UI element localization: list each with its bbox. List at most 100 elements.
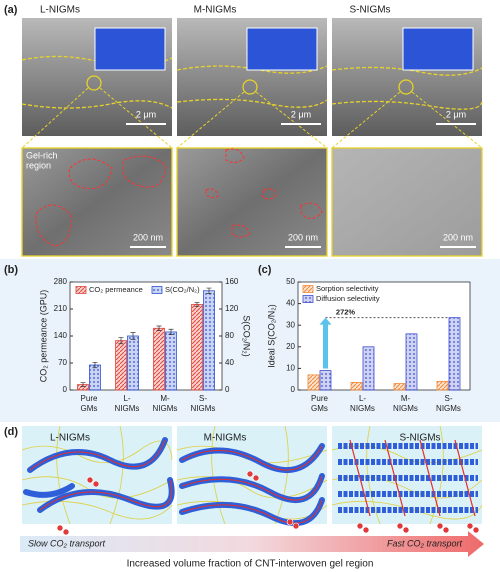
region-label: region [26,160,51,170]
error-bar [206,287,212,294]
y-tick-label: 50 [286,277,295,286]
bar [362,346,375,391]
legend-swatch [151,286,163,294]
bar [165,331,177,391]
bar [350,382,363,391]
error-bar [80,382,86,387]
scale-label: 2 μm [136,109,156,119]
y-axis-label: Ideal S(CO₂/N₂) [266,304,276,368]
x-tick-label: NIGMs [115,404,140,413]
bar [89,364,101,391]
gel-region [205,148,323,238]
schematic-title: S-NIGMs [399,433,440,444]
x-tick-label: NIGMs [350,404,375,413]
scale-label: 200 nm [133,232,163,242]
arrow-label: Slow CO₂ transport [28,538,105,548]
y2-tick-label: 0 [225,385,230,394]
sem-images [21,18,483,257]
error-bar [118,337,124,345]
x-tick-label: Pure [311,394,328,403]
scale-label: 200 nm [288,232,318,242]
sem-image [21,147,173,257]
annotation: 272% [336,308,356,317]
sem-title: S-NIGMs [349,5,390,16]
error-bar [92,361,98,369]
bar [127,335,139,391]
bar [153,327,165,391]
error-bar [168,328,174,335]
y-tick-label: 20 [286,342,295,351]
error-bar [156,325,162,331]
boundary [176,65,328,108]
legend-swatch [75,286,87,294]
bar [203,290,215,391]
cnt-core [29,439,172,511]
arrow [20,531,484,557]
legend-swatch [302,295,314,303]
co2-molecules [56,470,480,536]
legend-label: Diffusion selectivity [316,294,380,303]
legend-label: S(CO₂/N₂) [165,285,200,294]
bar [319,370,332,391]
schematics [20,425,484,557]
x-tick-label: NIGMs [153,404,178,413]
y2-tick-label: 80 [225,331,234,340]
inset [402,27,474,71]
error-bar [130,332,136,340]
y-tick-label: 10 [286,364,295,373]
cnt-core [349,439,476,517]
cnt [338,443,478,513]
x-tick-label: NIGMs [393,404,418,413]
x-tick-label: S- [445,394,453,403]
region-label: Gel-rich [26,150,58,160]
x-tick-label: M- [160,394,170,403]
bar [191,303,203,391]
bar [448,317,461,391]
zoom-circle [242,79,258,95]
y-tick-label: 70 [58,358,67,367]
bar [436,380,449,391]
y-tick-label: 280 [54,277,68,286]
caption: Increased volume fraction of CNT-interwo… [127,559,374,570]
inset [94,27,166,71]
bar [393,383,406,391]
schematic-title: M-NIGMs [204,433,247,444]
scale-label: 2 μm [446,109,466,119]
legend-label: CO₂ permeance [89,285,143,294]
inset [246,27,318,71]
error-bar [194,302,200,307]
y-axis-label: CO₂ permeance (GPU) [38,290,48,383]
y-tick-label: 40 [286,299,295,308]
panel-label: (a) [4,4,18,16]
schematic-title: L-NIGMs [50,433,90,444]
y-tick-label: 0 [63,385,68,394]
x-tick-label: GMs [81,404,98,413]
y-tick-label: 0 [291,385,296,394]
y2-tick-label: 160 [225,277,239,286]
legend-label: Sorption selectivity [316,284,379,293]
zoom-circle [86,75,102,91]
y-tick-label: 30 [286,320,295,329]
bar [307,374,320,391]
x-tick-label: L- [123,394,130,403]
y2-tick-label: 120 [225,304,239,313]
x-tick-label: M- [401,394,411,403]
x-tick-label: S- [199,394,207,403]
x-tick-label: GMs [311,404,328,413]
zoom-line [21,87,483,149]
scale-label: 200 nm [443,232,473,242]
arrow-label: Fast CO₂ transport [387,538,462,548]
legend-swatch [302,285,314,293]
bar [405,333,418,391]
panel-label: (b) [4,264,18,276]
panel-label: (d) [4,426,18,438]
bar [115,340,127,391]
increase-arrowhead [319,317,332,325]
y-tick-label: 140 [54,331,68,340]
sem-image [176,147,328,257]
sem-title: M-NIGMs [194,5,237,16]
scale-label: 2 μm [291,109,311,119]
gel-network [331,425,483,525]
y-tick-label: 210 [54,304,68,313]
